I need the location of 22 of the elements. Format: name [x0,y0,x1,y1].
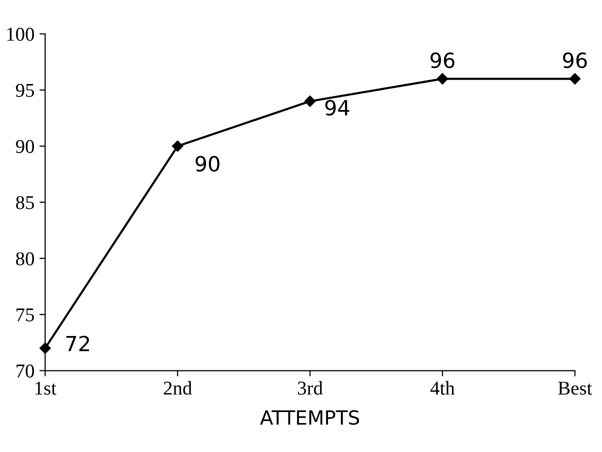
point [172,140,184,152]
point [436,73,448,84]
data-label: 72 [66,336,90,352]
data-label: 94 [325,100,350,116]
x-tick-label: 2nd [164,381,192,395]
x-axis-title: ATTEMPTS [260,410,360,425]
point [304,96,316,107]
x-tick-label: Best [558,382,592,395]
y-tick-label: 100 [7,28,34,41]
data-label: 90 [196,156,220,172]
data-label: 96 [430,52,454,68]
x-tick-label: 1st [36,382,56,395]
y-tick-label: 85 [16,196,34,210]
y-tick-label: 70 [16,364,34,378]
data-label: 96 [562,52,587,68]
y-tick-label: 75 [16,308,34,322]
x-tick-label: 3rd [298,381,323,395]
y-tick-label: 80 [16,252,34,266]
x-tick-label: 4th [430,381,455,395]
y-tick-label: 90 [16,140,34,154]
y-tick-label: 95 [16,84,34,97]
point [569,73,581,84]
